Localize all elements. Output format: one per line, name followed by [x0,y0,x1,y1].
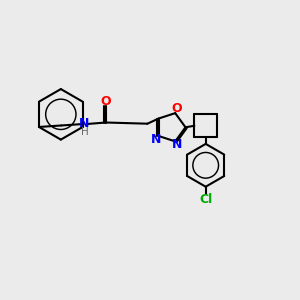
Text: O: O [171,102,182,115]
Text: N: N [150,133,161,146]
Text: N: N [172,139,182,152]
Text: O: O [100,94,111,108]
Text: N: N [79,118,90,130]
Text: H: H [81,127,88,137]
Text: Cl: Cl [199,193,212,206]
